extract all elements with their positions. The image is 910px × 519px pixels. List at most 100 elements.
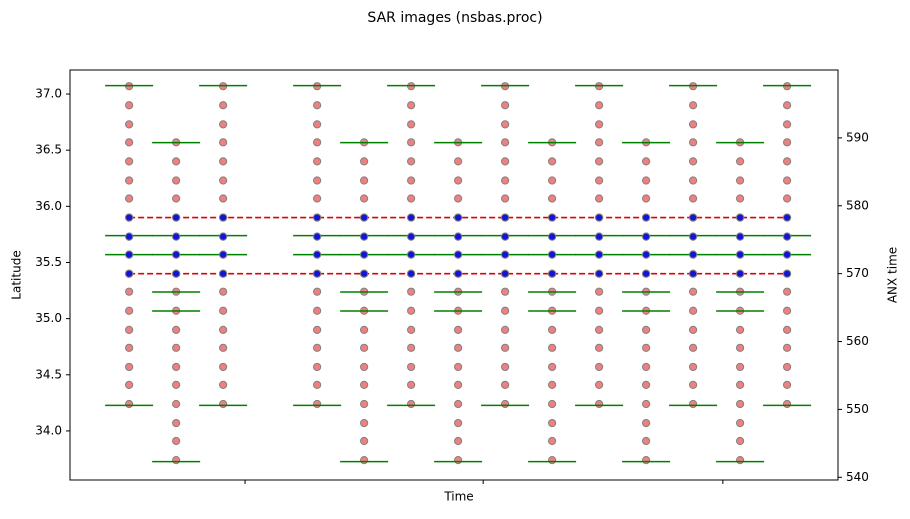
image-point (313, 120, 322, 129)
y2-tick-label: 550 (846, 402, 869, 416)
image-point (313, 101, 322, 110)
image-point (219, 399, 228, 409)
image-point (407, 287, 416, 296)
image-point (595, 157, 604, 166)
selected-point (360, 213, 369, 222)
image-point (688, 138, 698, 147)
image-point (172, 176, 181, 185)
selected-point (782, 250, 792, 259)
image-point (688, 194, 698, 203)
selected-point (688, 232, 698, 241)
image-point (360, 157, 369, 166)
image-point (595, 287, 604, 296)
selected-point (360, 250, 369, 259)
image-point (219, 194, 228, 203)
y-tick-label: 34.5 (35, 367, 62, 381)
image-point (219, 362, 228, 372)
image-point (501, 399, 510, 409)
image-point (313, 362, 322, 372)
selected-point (548, 213, 557, 222)
image-point (313, 343, 322, 352)
image-point (782, 362, 792, 372)
image-point (219, 287, 228, 296)
image-point (219, 176, 228, 185)
selected-point (688, 269, 698, 278)
selected-point (688, 213, 698, 222)
image-point (595, 120, 604, 129)
image-point (595, 176, 604, 185)
selected-point (125, 232, 134, 241)
image-point (454, 325, 463, 334)
image-point (501, 176, 510, 185)
selected-point (125, 269, 134, 278)
image-point (641, 325, 651, 334)
image-point (172, 436, 181, 446)
image-point (688, 343, 698, 352)
image-point (125, 306, 134, 315)
image-point (735, 325, 745, 334)
x-axis-label: Time (443, 490, 473, 504)
image-point (688, 101, 698, 110)
image-point (360, 325, 369, 334)
y-tick-label: 35.5 (35, 255, 62, 269)
image-point (641, 176, 651, 185)
image-point (454, 176, 463, 185)
selected-point (595, 250, 604, 259)
image-point (219, 101, 228, 110)
selected-point (407, 213, 416, 222)
image-point (219, 120, 228, 129)
y-tick-label: 37.0 (35, 87, 62, 101)
image-point (172, 380, 181, 389)
y-tick-label: 36.0 (35, 199, 62, 213)
y2-axis-label: ANX time (886, 247, 900, 303)
image-point (172, 343, 181, 352)
image-point (407, 157, 416, 166)
image-point (688, 176, 698, 185)
selected-point (407, 250, 416, 259)
selected-point (641, 232, 651, 241)
image-point (454, 157, 463, 166)
image-point (454, 380, 463, 389)
selected-point (125, 250, 134, 259)
image-point (407, 176, 416, 185)
image-point (501, 325, 510, 334)
image-point (735, 194, 745, 203)
y2-tick-label: 570 (846, 266, 869, 280)
image-point (595, 343, 604, 352)
image-point (172, 194, 181, 203)
y-tick-label: 36.5 (35, 143, 62, 157)
image-point (313, 176, 322, 185)
y2-tick-label: 580 (846, 198, 869, 212)
image-point (641, 157, 651, 166)
image-point (407, 306, 416, 315)
image-point (688, 380, 698, 389)
selected-point (782, 213, 792, 222)
image-point (501, 138, 510, 147)
image-point (501, 194, 510, 203)
selected-point (641, 250, 651, 259)
selected-point (313, 269, 322, 278)
y-tick-label: 34.0 (35, 423, 62, 437)
image-point (501, 120, 510, 129)
image-point (548, 418, 557, 428)
selected-point (313, 232, 322, 241)
image-point (641, 194, 651, 203)
image-point (125, 194, 134, 203)
selected-point (641, 213, 651, 222)
image-point (501, 380, 510, 389)
selected-point (360, 232, 369, 241)
selected-point (219, 269, 228, 278)
image-point (688, 287, 698, 296)
image-point (548, 325, 557, 334)
selected-point (735, 250, 745, 259)
image-point (641, 418, 651, 428)
image-point (313, 138, 322, 147)
selected-point (125, 213, 134, 222)
chart-title: SAR images (nsbas.proc) (367, 10, 542, 26)
image-point (313, 380, 322, 389)
image-point (360, 399, 369, 409)
image-point (454, 399, 463, 409)
selected-point (454, 213, 463, 222)
image-point (501, 287, 510, 296)
